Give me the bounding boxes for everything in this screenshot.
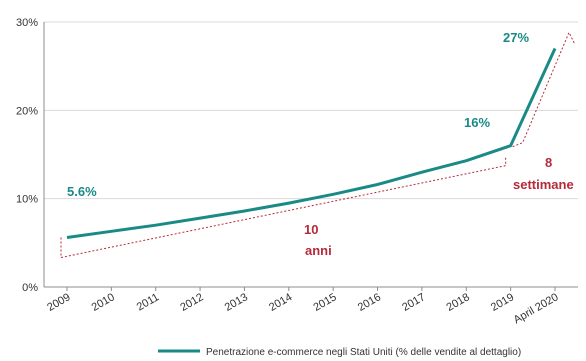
x-tick-label: 2015 — [311, 291, 338, 314]
tick-labels: 0% 10% 20% 30% 2009 2010 2011 2012 2013 2014 2015 2… — [16, 17, 561, 326]
grid-lines — [44, 21, 578, 200]
annotation-start-value: 5.6% — [67, 184, 97, 199]
series-line-ecommerce — [66, 47, 557, 239]
x-tick-label: 2012 — [178, 291, 205, 314]
annotation-8-weeks-number: 8 — [545, 155, 552, 170]
legend-label: Penetrazione e-commerce negli Stati Unit… — [206, 347, 521, 358]
x-tick-label: 2014 — [267, 291, 294, 314]
axes — [43, 22, 578, 291]
y-tick-label: 0% — [22, 282, 38, 294]
annotation-8-weeks-word: settimane — [513, 177, 574, 192]
x-tick-label: 2019 — [489, 291, 516, 314]
y-tick-label: 10% — [16, 194, 38, 206]
x-tick-label: 2013 — [223, 291, 250, 314]
x-tick-label: 2010 — [90, 291, 117, 314]
x-tick-label: 2011 — [135, 291, 161, 313]
annotation-2019-value: 16% — [464, 115, 490, 130]
annotations: 5.6% 16% 27% 10 anni 8 settimane — [67, 30, 574, 258]
series-line — [66, 47, 557, 239]
x-tick-label: 2016 — [356, 291, 383, 314]
y-tick-label: 20% — [16, 105, 38, 117]
y-tick-label: 30% — [16, 17, 38, 29]
x-tick-label: 2009 — [45, 291, 72, 314]
annotation-10-years-word: anni — [305, 243, 332, 258]
annotation-2020-value: 27% — [503, 30, 529, 45]
x-tick-label: April 2020 — [512, 291, 561, 326]
x-tick-label: 2017 — [400, 291, 427, 314]
legend: Penetrazione e-commerce negli Stati Unit… — [158, 347, 521, 358]
annotation-10-years-number: 10 — [304, 222, 318, 237]
x-tick-label: 2018 — [445, 291, 472, 314]
span-brackets — [60, 31, 576, 259]
bracket-8-weeks — [512, 31, 576, 148]
bracket-10-years — [60, 157, 507, 259]
